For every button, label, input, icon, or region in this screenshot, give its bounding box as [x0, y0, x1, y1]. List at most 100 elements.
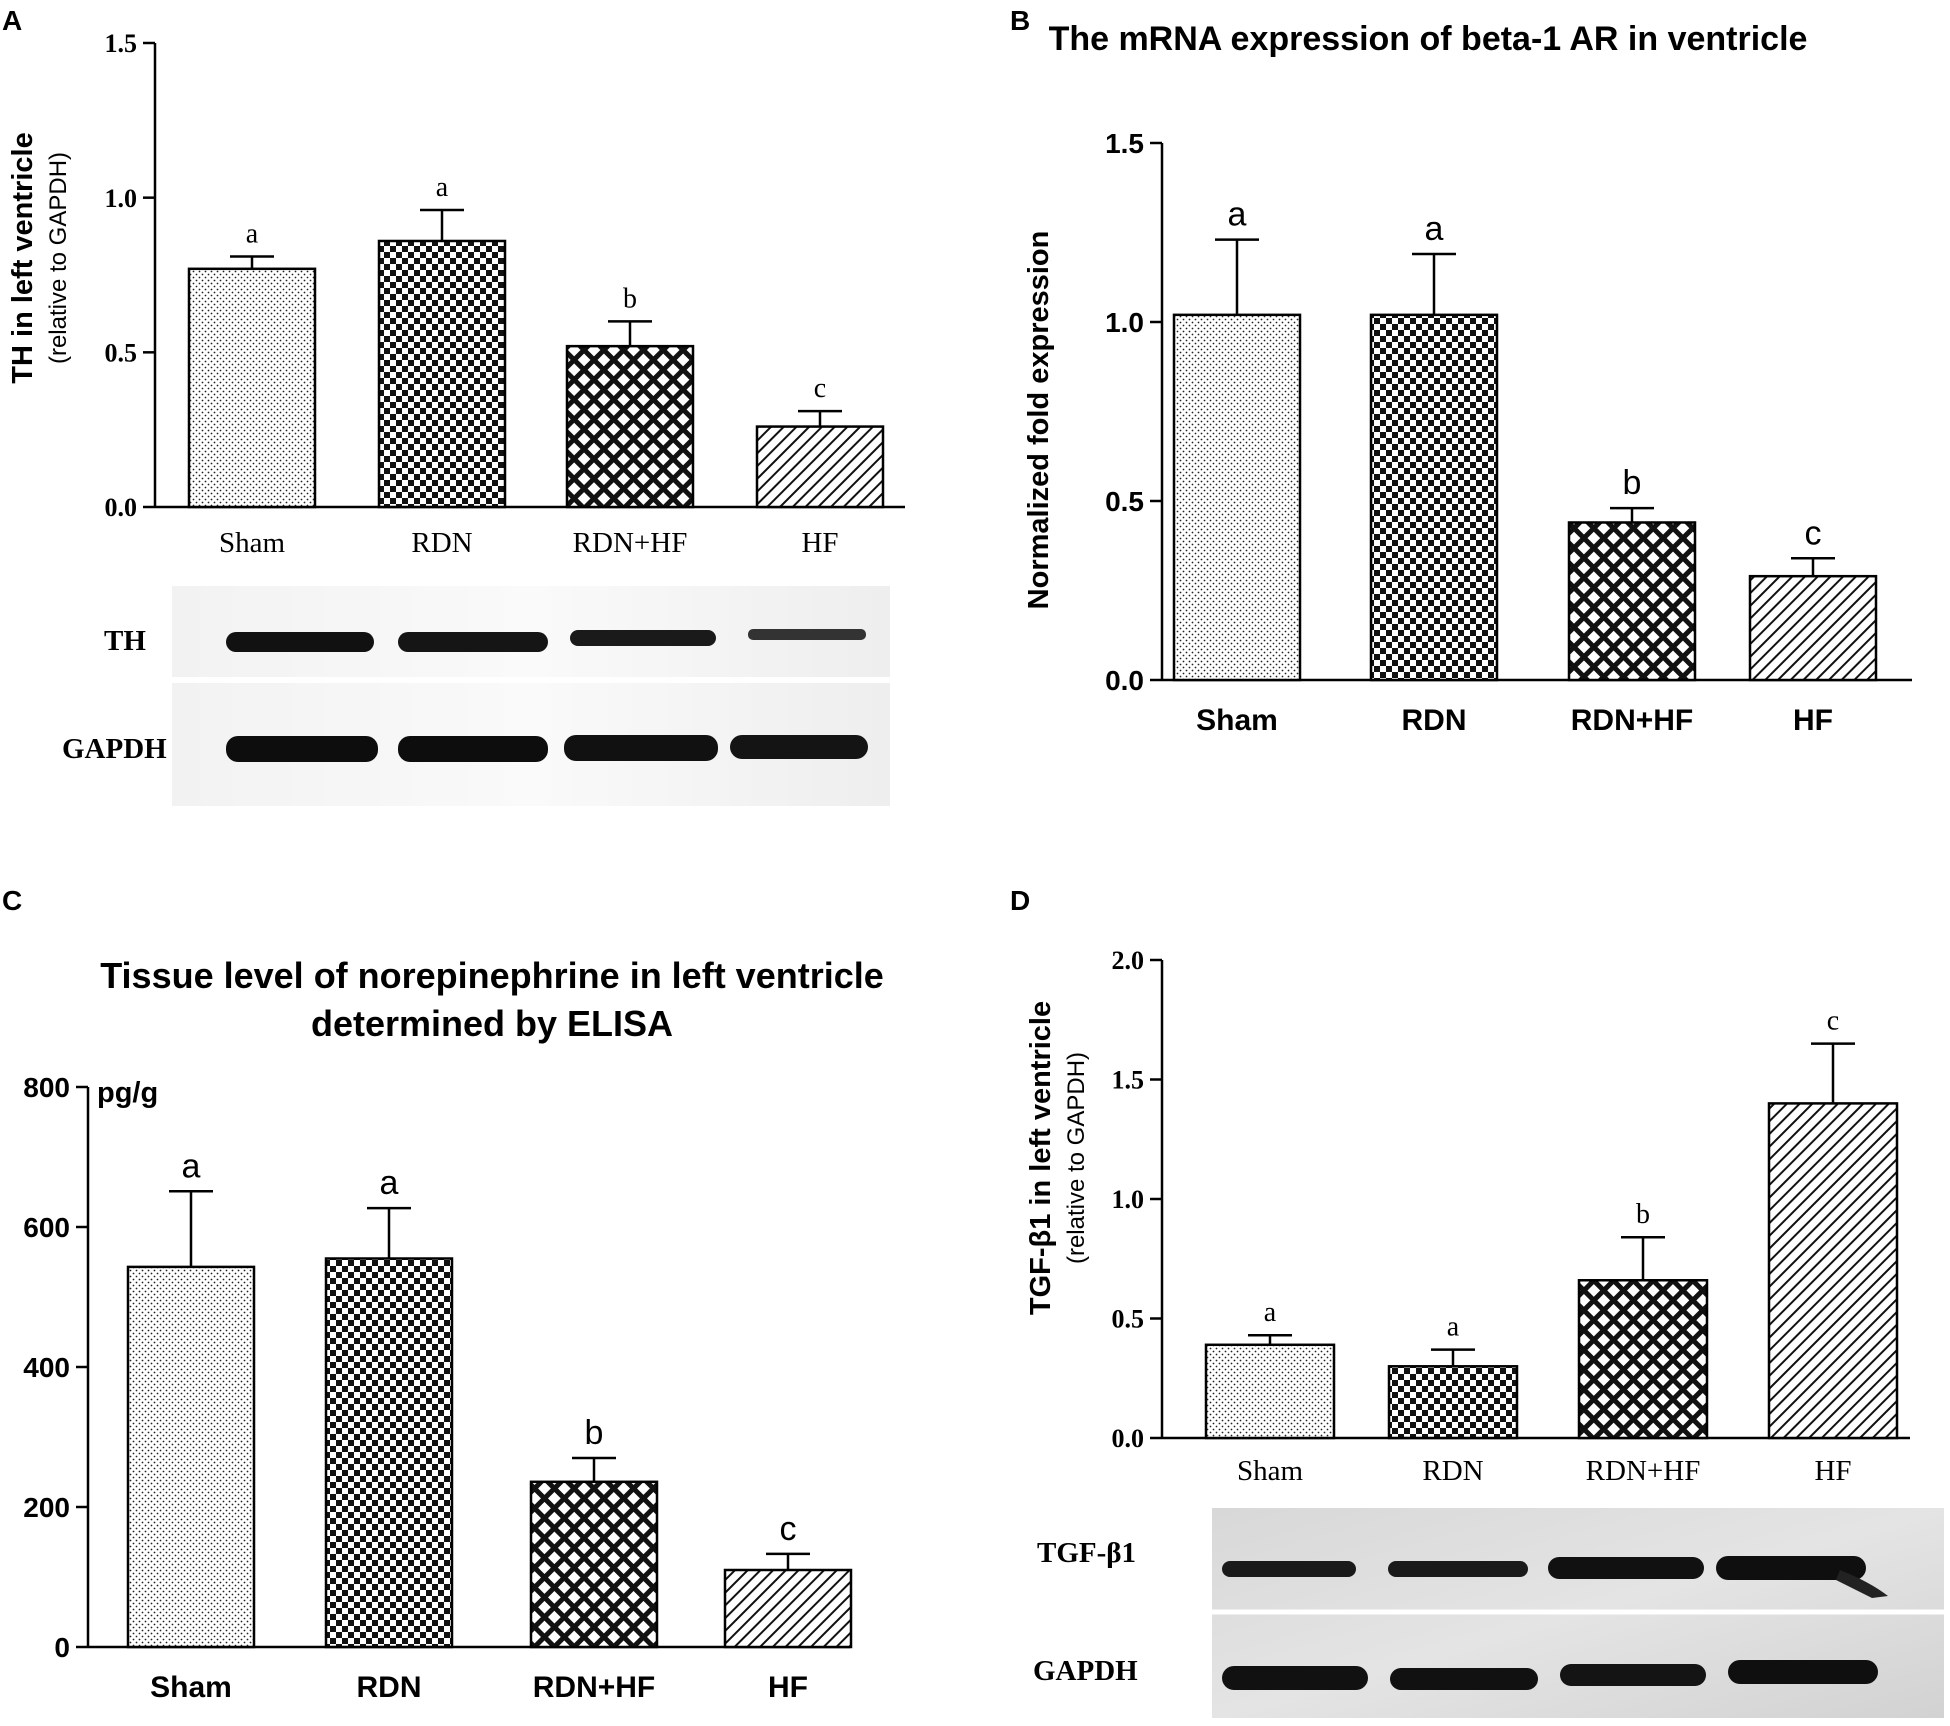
- band-tgf-sham: [1222, 1561, 1356, 1577]
- band-gapdh-d-rdn: [1390, 1668, 1538, 1690]
- significance-letter: a: [1425, 210, 1444, 248]
- band-gapdh-sham: [226, 736, 378, 762]
- panel-b: B The mRNA expression of beta-1 AR in ve…: [1010, 5, 1912, 737]
- panel-a-ylabel-line1: TH in left ventricle: [7, 132, 39, 383]
- category-label: RDN: [1422, 1455, 1483, 1487]
- band-gapdh-rdn: [398, 736, 548, 762]
- category-label: Sham: [1237, 1455, 1304, 1487]
- panel-a-blot-background: [172, 586, 890, 806]
- band-tgf-rdnhf: [1548, 1557, 1704, 1579]
- bar-sham: [126, 1265, 256, 1649]
- category-label: Sham: [1196, 704, 1278, 737]
- y-tick-label: 1.5: [1112, 1066, 1145, 1095]
- y-tick-label: 0: [54, 1632, 70, 1663]
- panel-b-letter: B: [1010, 5, 1030, 36]
- category-label: Sham: [219, 527, 286, 559]
- bar-hf: [723, 1568, 853, 1649]
- bar-hf: [1748, 574, 1878, 682]
- significance-letter: a: [1447, 1312, 1460, 1343]
- significance-letter: a: [380, 1164, 399, 1202]
- bar-rdn-hf: [1567, 521, 1697, 682]
- y-tick-label: 0.5: [105, 338, 138, 367]
- significance-letter: b: [623, 283, 637, 314]
- band-tgf-rdn: [1388, 1561, 1528, 1577]
- panel-a-blot-bands-th: [226, 629, 866, 652]
- y-tick-label: 600: [23, 1212, 70, 1243]
- panel-d-blot-label-gapdh: GAPDH: [1033, 1655, 1138, 1687]
- y-tick-label: 200: [23, 1492, 70, 1523]
- y-tick-label: 0.0: [1112, 1424, 1145, 1453]
- significance-letter: a: [1264, 1297, 1277, 1328]
- category-label: HF: [1793, 704, 1833, 737]
- category-label: RDN+HF: [1571, 704, 1694, 737]
- y-tick-label: 800: [23, 1072, 70, 1103]
- panel-d: D TGF-β1 in left ventricle (relative to …: [1010, 885, 1944, 1718]
- significance-letter: a: [436, 172, 449, 203]
- significance-letter: a: [1228, 196, 1247, 234]
- y-tick-label: 2.0: [1112, 946, 1145, 975]
- bar-sham: [187, 267, 317, 509]
- panel-a-letter: A: [2, 5, 22, 36]
- bar-rdn-hf: [1577, 1279, 1709, 1440]
- category-label: HF: [768, 1671, 808, 1704]
- band-tgf-hf-smear: [1836, 1570, 1888, 1598]
- panel-d-chart: 0.0 0.5 1.0 1.5 2.0 a Sham a RDN b RDN+HF c HF: [1112, 946, 1910, 1487]
- bar-rdn: [324, 1257, 454, 1649]
- y-tick-label: 0.0: [1105, 665, 1144, 696]
- panel-a: A TH in left ventricle (relative to GAPD…: [2, 5, 905, 806]
- panel-b-chart: 0.0 0.5 1.0 1.5 a Sham a RDN b RDN+HF c HF: [1105, 128, 1912, 737]
- band-gapdh-d-rdnhf: [1560, 1664, 1706, 1686]
- panel-b-title: The mRNA expression of beta-1 AR in vent…: [1049, 20, 1808, 58]
- band-gapdh-hf: [730, 735, 868, 759]
- bar-rdn-hf: [529, 1480, 659, 1649]
- bar-rdn: [377, 239, 507, 509]
- significance-letter: c: [814, 373, 826, 404]
- y-tick-label: 0.5: [1105, 486, 1144, 517]
- y-tick-label: 1.0: [1112, 1185, 1145, 1214]
- panel-d-ylabel: TGF-β1 in left ventricle (relative to GA…: [1025, 1001, 1090, 1315]
- panel-c-title-line2: determined by ELISA: [311, 1003, 673, 1044]
- y-tick-label: 400: [23, 1352, 70, 1383]
- panel-a-chart: 0.0 0.5 1.0 1.5 a Sham a RDN b RDN+HF c HF: [105, 29, 905, 559]
- significance-letter: a: [182, 1147, 201, 1185]
- category-label: RDN: [357, 1671, 422, 1704]
- y-tick-label: 0.0: [105, 493, 138, 522]
- panel-c-chart: 0 200 400 600 800 a Sham a RDN b RDN+HF c HF: [23, 1072, 853, 1704]
- band-th-rdnhf: [570, 630, 716, 646]
- bar-rdn: [1387, 1365, 1519, 1440]
- panel-a-blot-label-gapdh: GAPDH: [62, 733, 167, 765]
- panel-d-letter: D: [1010, 885, 1030, 916]
- y-tick-label: 0.5: [1112, 1305, 1145, 1334]
- panel-d-blot-bands-gapdh: [1222, 1660, 1878, 1690]
- bar-rdn: [1369, 313, 1499, 682]
- category-label: RDN+HF: [1586, 1455, 1701, 1487]
- bar-sham: [1172, 313, 1302, 682]
- band-tgf-hf: [1716, 1556, 1866, 1580]
- panel-c-letter: C: [2, 885, 22, 916]
- significance-letter: a: [246, 218, 259, 249]
- band-th-rdn: [398, 632, 548, 652]
- significance-letter: c: [1805, 514, 1822, 552]
- significance-letter: b: [1623, 464, 1642, 502]
- panel-b-ylabel-text: Normalized fold expression: [1023, 231, 1055, 610]
- category-label: RDN+HF: [573, 527, 688, 559]
- panel-d-ylabel-line2: (relative to GAPDH): [1063, 1052, 1090, 1264]
- band-gapdh-d-sham: [1222, 1666, 1368, 1690]
- panel-d-blot-label-tgf: TGF-β1: [1037, 1537, 1136, 1569]
- panel-d-ylabel-line1: TGF-β1 in left ventricle: [1025, 1001, 1057, 1315]
- significance-letter: c: [780, 1510, 797, 1548]
- panel-d-blot: TGF-β1 GAPDH: [1033, 1508, 1944, 1718]
- band-gapdh-d-hf: [1728, 1660, 1878, 1684]
- y-tick-label: 1.5: [1105, 128, 1144, 159]
- panel-a-blot: TH GAPDH: [62, 586, 890, 806]
- bar-rdn-hf: [565, 344, 695, 509]
- panel-a-ylabel: TH in left ventricle (relative to GAPDH): [7, 132, 72, 383]
- bar-hf: [755, 425, 885, 509]
- panel-c: C Tissue level of norepinephrine in left…: [2, 885, 884, 1704]
- category-label: RDN: [411, 527, 472, 559]
- significance-letter: c: [1827, 1006, 1839, 1037]
- category-label: HF: [801, 527, 838, 559]
- panel-d-blot-bands-tgf: [1222, 1556, 1888, 1598]
- bar-sham: [1204, 1343, 1336, 1440]
- significance-letter: b: [1636, 1199, 1650, 1230]
